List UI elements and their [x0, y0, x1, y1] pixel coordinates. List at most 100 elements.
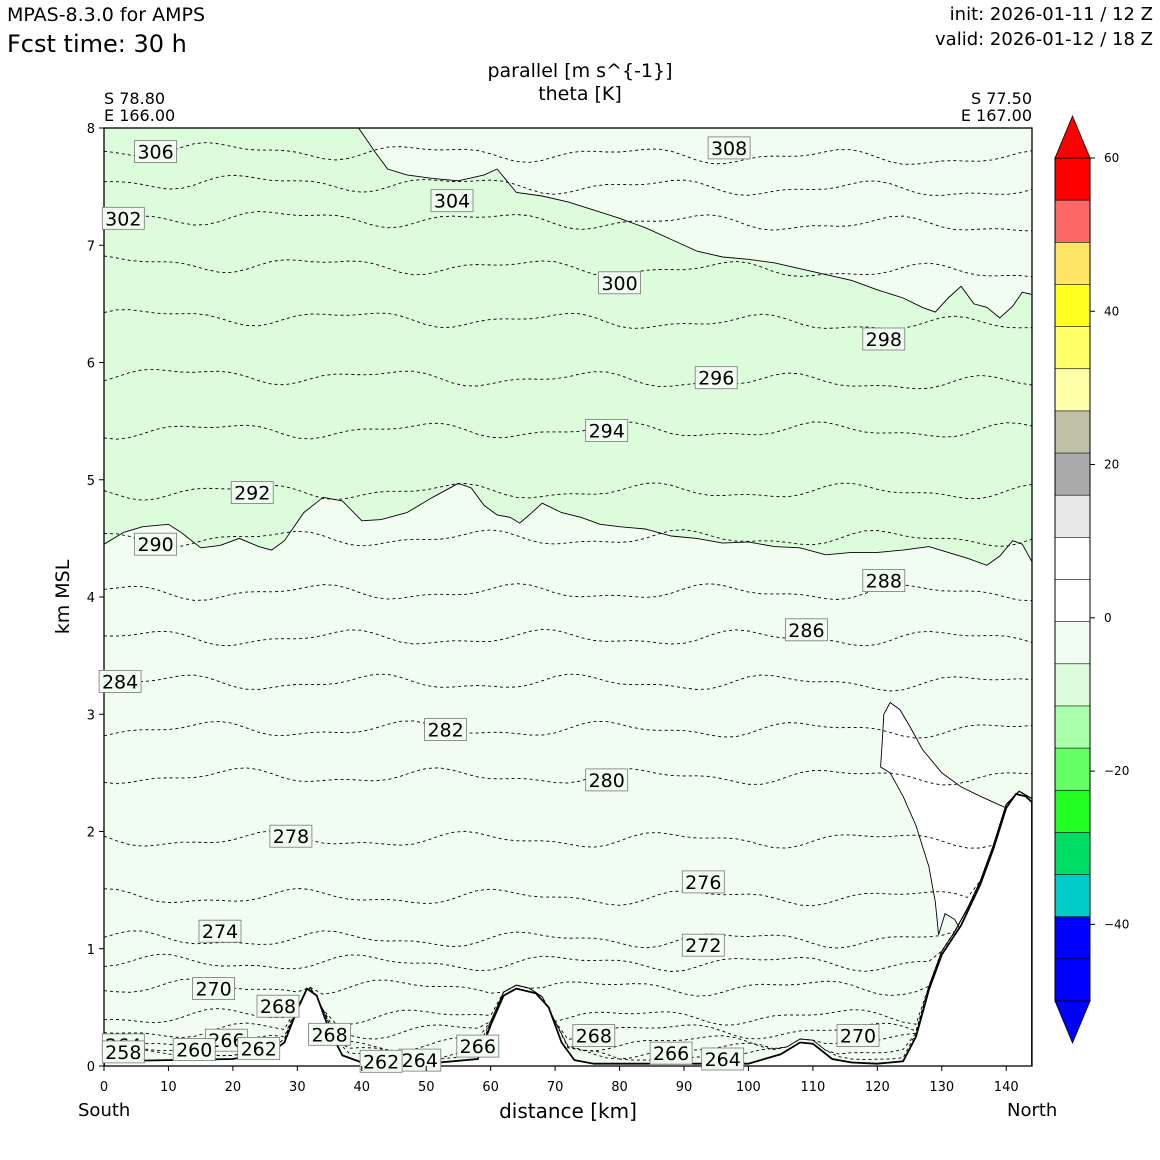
- svg-text:264: 264: [402, 1050, 438, 1072]
- x-tick-label: 20: [225, 1080, 242, 1095]
- colorbar-segment: [1054, 663, 1091, 707]
- colorbar-tick-label: 40: [1104, 304, 1119, 318]
- colorbar-segment: [1054, 326, 1091, 370]
- colorbar-segment: [1054, 874, 1091, 918]
- theta-contour: [104, 368, 1032, 390]
- x-tick-label: 90: [676, 1080, 693, 1095]
- theta-label: 270: [192, 977, 236, 1001]
- x-tick-label: 50: [418, 1080, 435, 1095]
- svg-text:268: 268: [311, 1024, 347, 1046]
- colorbar-segment: [1054, 705, 1091, 749]
- svg-text:260: 260: [176, 1040, 212, 1062]
- theta-contour: [104, 211, 1032, 232]
- y-tick-label: 4: [87, 591, 95, 606]
- theta-label: 266: [456, 1034, 500, 1058]
- colorbar-tick-label: 60: [1104, 151, 1119, 165]
- theta-label: 268: [256, 994, 300, 1018]
- colorbar-segment: [1054, 621, 1091, 665]
- theta-contour: [104, 790, 1032, 1052]
- svg-text:264: 264: [705, 1049, 741, 1071]
- svg-text:278: 278: [273, 826, 309, 848]
- colorbar-tick-label: 0: [1104, 611, 1112, 625]
- svg-text:280: 280: [589, 770, 625, 792]
- svg-text:294: 294: [589, 421, 625, 443]
- colorbar-segment: [1054, 410, 1091, 454]
- theta-label: 282: [424, 718, 468, 742]
- right-endpoint-lat: S 77.50: [970, 89, 1032, 108]
- svg-text:282: 282: [427, 720, 463, 742]
- colorbar-segment: [1054, 157, 1091, 201]
- theta-contour: [104, 790, 1032, 949]
- init-time: init: 2026-01-11 / 12 Z: [949, 4, 1153, 25]
- theta-contour: [104, 309, 1032, 330]
- svg-text:270: 270: [840, 1026, 876, 1048]
- theta-label: 298: [862, 327, 906, 351]
- svg-text:268: 268: [260, 996, 296, 1018]
- svg-text:286: 286: [788, 620, 824, 642]
- theta-label: 280: [585, 768, 629, 792]
- theta-label: 260: [172, 1038, 216, 1062]
- svg-text:298: 298: [866, 329, 902, 351]
- chart-title-line-2: theta [K]: [538, 83, 622, 105]
- right-endpoint-lon: E 167.00: [960, 106, 1032, 125]
- svg-text:296: 296: [698, 368, 734, 390]
- theta-label: 304: [430, 189, 474, 213]
- theta-contour: [104, 767, 1032, 786]
- colorbar-segment: [1054, 452, 1091, 496]
- x-tick-label: 130: [929, 1080, 954, 1095]
- x-tick-label: 140: [994, 1080, 1019, 1095]
- region-boundary-lower: [104, 482, 1032, 566]
- y-axis: 0 1 2 3 4 5 6 7 8: [87, 122, 104, 1075]
- svg-text:308: 308: [711, 138, 747, 160]
- theta-label: 264: [398, 1048, 442, 1072]
- x-tick-label: 110: [800, 1080, 825, 1095]
- y-tick-label: 3: [87, 708, 95, 723]
- theta-label: 288: [862, 569, 906, 593]
- theta-contour: [104, 790, 1032, 997]
- y-tick-label: 6: [87, 357, 95, 372]
- model-name: MPAS-8.3.0 for AMPS: [7, 4, 206, 26]
- x-tick-label: 60: [482, 1080, 499, 1095]
- theta-labels: 306 308 304 302 300 298 296 294 292 290 288 286 284 2…: [98, 136, 906, 1073]
- valid-time: valid: 2026-01-12 / 18 Z: [935, 29, 1153, 50]
- theta-label: 296: [694, 366, 738, 390]
- colorbar-extend-min: [1054, 1000, 1091, 1045]
- theta-contour: [104, 790, 1032, 849]
- theta-contour: [104, 529, 1032, 548]
- theta-label: 268: [308, 1022, 352, 1046]
- y-tick-label: 8: [87, 122, 95, 137]
- svg-text:262: 262: [241, 1038, 277, 1060]
- theta-label: 264: [701, 1047, 745, 1071]
- theta-label: 268: [572, 1024, 616, 1048]
- colorbar-segment: [1054, 958, 1091, 1002]
- colorbar-tick-label: −40: [1104, 917, 1129, 931]
- theta-label: 284: [98, 670, 142, 693]
- svg-text:290: 290: [137, 534, 173, 556]
- theta-label: 302: [101, 206, 145, 230]
- x-tick-label: 100: [736, 1080, 761, 1095]
- theta-contour: [104, 142, 1032, 165]
- theta-label: 272: [681, 933, 725, 957]
- svg-text:266: 266: [653, 1043, 689, 1065]
- colorbar-tick-label: −20: [1104, 764, 1129, 778]
- y-tick-label: 5: [87, 474, 95, 489]
- theta-label: 294: [585, 419, 629, 443]
- svg-text:274: 274: [202, 921, 238, 943]
- theta-label: 290: [134, 532, 178, 556]
- svg-text:266: 266: [208, 1030, 244, 1052]
- left-endpoint-lat: S 78.80: [104, 89, 166, 108]
- theta-contour: [104, 673, 1032, 692]
- north-label: North: [1007, 1100, 1058, 1121]
- svg-text:262: 262: [363, 1051, 399, 1073]
- theta-label: 306: [134, 140, 178, 164]
- theta-label: 262: [359, 1049, 403, 1073]
- chart-title-line-1: parallel [m s^{-1}]: [487, 60, 673, 82]
- theta-contour: [104, 720, 1032, 739]
- colorbar-segment: [1054, 242, 1091, 286]
- stronger-wind-region: [104, 128, 1032, 566]
- theta-contour: [104, 421, 1032, 440]
- svg-text:270: 270: [195, 979, 231, 1001]
- x-tick-label: 10: [160, 1080, 177, 1095]
- svg-text:292: 292: [234, 483, 270, 505]
- colorbar-segment: [1054, 916, 1091, 960]
